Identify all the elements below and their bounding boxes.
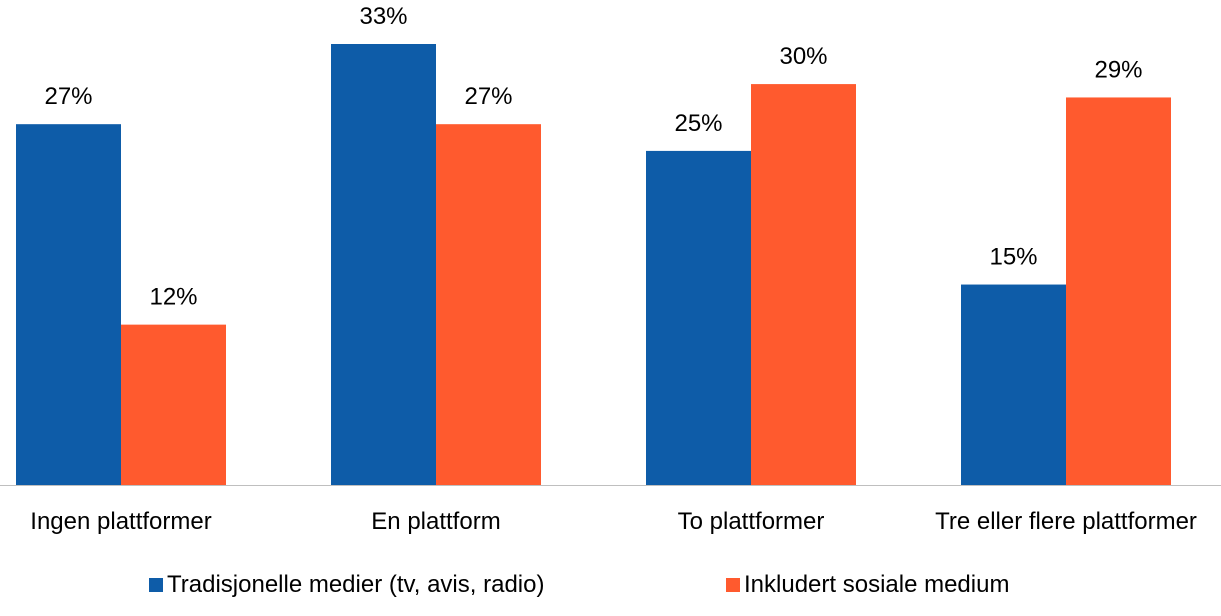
category-label: Tre eller flere plattformer	[935, 508, 1197, 535]
bar-social-1	[436, 124, 541, 485]
data-label: 27%	[44, 83, 92, 110]
bar-social-0	[121, 324, 226, 485]
legend-label: Inkludert sosiale medium	[744, 571, 1009, 598]
category-labels-group: Ingen plattformer En plattform To plattfor…	[30, 508, 1197, 535]
bar-traditional-3	[961, 284, 1066, 485]
value-labels-group: 27% 12% 33% 27% 25% 30% 15% 29%	[44, 3, 1142, 311]
legend-swatch	[726, 578, 740, 592]
category-label: Ingen plattformer	[30, 508, 211, 535]
bars-group	[16, 44, 1171, 486]
legend: Tradisjonelle medier (tv, avis, radio) In…	[149, 571, 1009, 598]
bar-traditional-1	[331, 44, 436, 485]
data-label: 29%	[1094, 56, 1142, 83]
data-label: 27%	[464, 83, 512, 110]
data-label: 33%	[359, 3, 407, 30]
data-label: 25%	[674, 110, 722, 137]
data-label: 12%	[149, 284, 197, 311]
bar-traditional-2	[646, 150, 751, 485]
legend-swatch	[149, 578, 163, 592]
bar-social-3	[1066, 97, 1171, 486]
legend-label: Tradisjonelle medier (tv, avis, radio)	[167, 571, 544, 598]
data-label: 30%	[779, 43, 827, 70]
category-label: En plattform	[371, 508, 500, 535]
bar-traditional-0	[16, 124, 121, 485]
data-label: 15%	[989, 244, 1037, 271]
bar-social-2	[751, 84, 856, 485]
category-label: To plattformer	[678, 508, 825, 535]
